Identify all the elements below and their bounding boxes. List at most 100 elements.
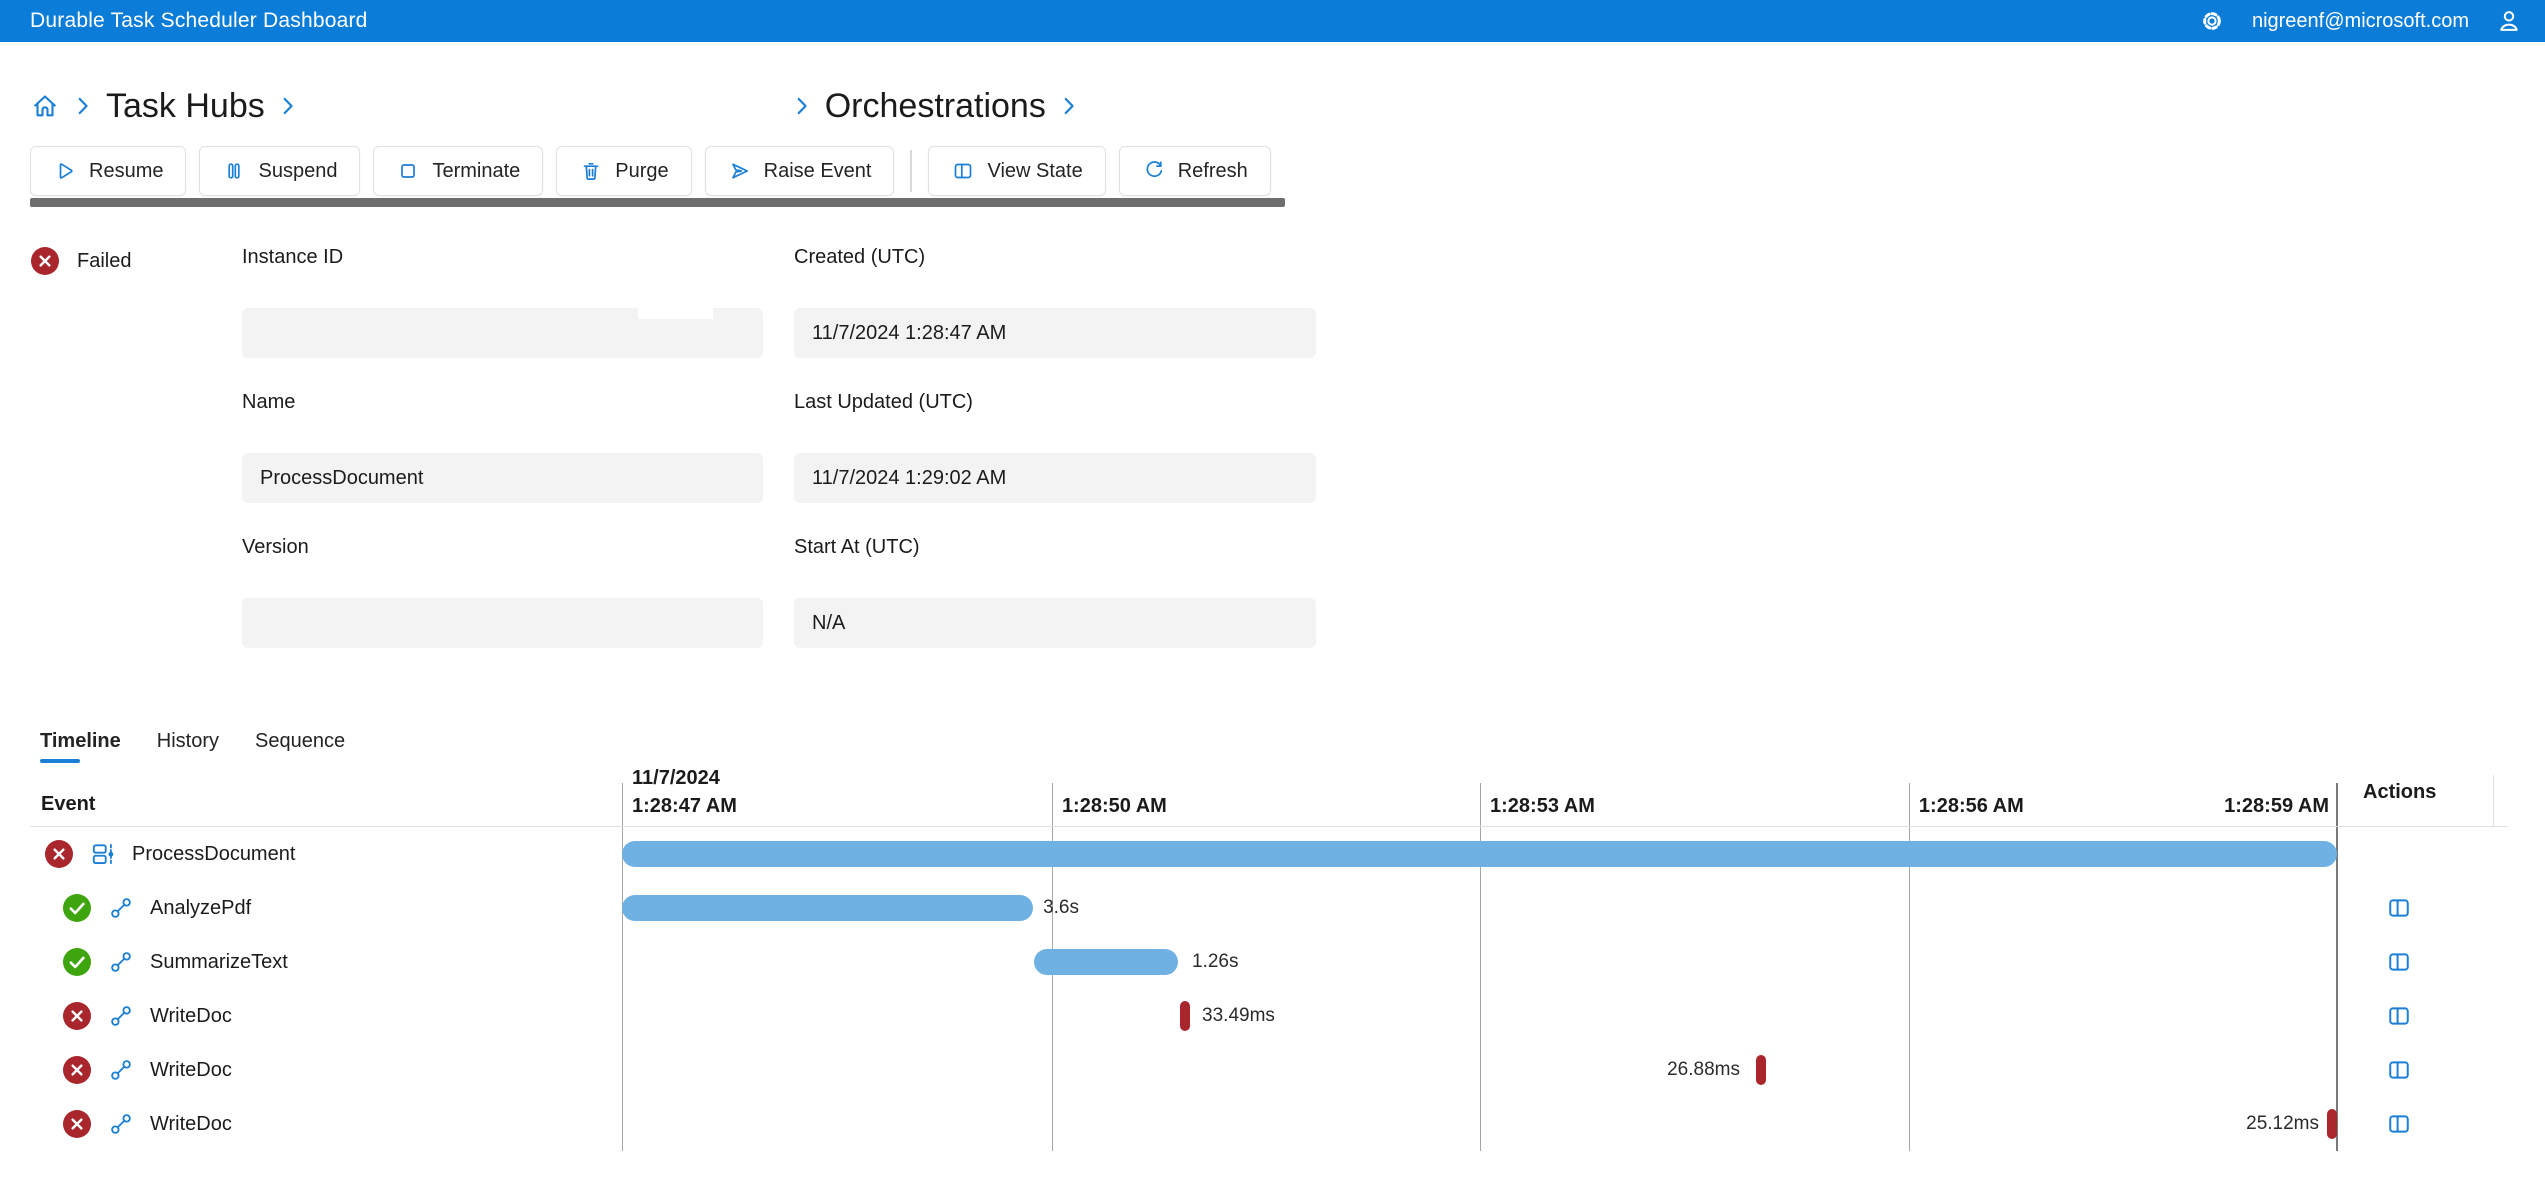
breadcrumb-task-hubs[interactable]: Task Hubs (106, 86, 265, 125)
toolbar-divider (910, 150, 913, 192)
failed-icon (44, 839, 74, 869)
trash-icon (579, 159, 603, 183)
tab-sequence[interactable]: Sequence (255, 730, 345, 763)
event-name: WriteDoc (150, 1112, 232, 1135)
chevron-right-icon (275, 93, 301, 119)
refresh-icon (1142, 159, 1166, 183)
duration-label: 33.49ms (1202, 1005, 1275, 1026)
timeline-bar (622, 895, 1034, 921)
timeline-bar (1180, 1001, 1191, 1031)
timeline-table: Event 11/7/2024 1:28:47 AM 1:28:50 AM 1:… (30, 767, 2508, 1151)
play-icon (53, 159, 77, 183)
send-icon (728, 159, 752, 183)
orchestration-icon (90, 841, 116, 867)
detail-tabs: Timeline History Sequence (40, 730, 2545, 763)
activity-icon (108, 949, 134, 975)
field-instance-id: Instance ID (242, 246, 763, 358)
duration-label: 1.26s (1192, 951, 1239, 972)
version-value[interactable] (242, 598, 763, 648)
status-badge: Failed (30, 246, 211, 391)
app-title: Durable Task Scheduler Dashboard (30, 9, 368, 32)
version-label: Version (242, 536, 309, 558)
person-icon[interactable] (2495, 7, 2523, 35)
view-state-action-icon[interactable] (2385, 894, 2413, 922)
event-name: SummarizeText (150, 950, 288, 973)
view-state-action-icon[interactable] (2385, 1056, 2413, 1084)
tab-history[interactable]: History (157, 730, 219, 763)
axis-tick: 11/7/2024 1:28:47 AM (632, 767, 737, 818)
created-label: Created (UTC) (794, 246, 926, 268)
field-start-at: Start At (UTC) N/A (794, 536, 1316, 648)
table-row-processdocument: ProcessDocument (30, 827, 2508, 881)
active-tab-indicator (40, 759, 80, 763)
timeline-header: Event 11/7/2024 1:28:47 AM 1:28:50 AM 1:… (30, 767, 2508, 826)
view-state-action-icon[interactable] (2385, 948, 2413, 976)
chevron-right-icon (70, 93, 96, 119)
last-updated-value[interactable]: 11/7/2024 1:29:02 AM (794, 453, 1316, 503)
duration-label: 25.12ms (2246, 1113, 2319, 1134)
duration-label: 3.6s (1043, 897, 1079, 918)
terminate-button[interactable]: Terminate (373, 146, 544, 196)
field-version: Version (242, 536, 763, 648)
gear-icon[interactable] (2198, 7, 2226, 35)
table-row-writedoc-2: WriteDoc 26.88ms (30, 1043, 2508, 1097)
chevron-right-icon (789, 93, 815, 119)
axis-tick: 1:28:50 AM (1061, 795, 1167, 817)
spacer (30, 391, 211, 536)
orchestration-details: Failed Instance ID Created (UTC) 11/7/20… (30, 246, 2545, 681)
header-bottom-border (30, 826, 2508, 827)
spacer (30, 536, 211, 681)
activity-icon (108, 1003, 134, 1029)
duration-label: 26.88ms (1667, 1059, 1740, 1080)
suspend-button[interactable]: Suspend (199, 146, 361, 196)
axis-tick: 1:28:53 AM (1490, 795, 1595, 817)
tab-sequence-label: Sequence (255, 730, 346, 752)
success-icon (62, 893, 92, 923)
failed-icon (62, 1055, 92, 1085)
resume-button[interactable]: Resume (30, 146, 187, 196)
home-icon[interactable] (30, 91, 60, 121)
raise-event-button[interactable]: Raise Event (704, 146, 895, 196)
split-view-icon (951, 159, 975, 183)
instance-id-value[interactable] (242, 308, 763, 358)
redaction-patch (638, 308, 713, 319)
view-state-button[interactable]: View State (928, 146, 1106, 196)
start-at-value[interactable]: N/A (794, 598, 1316, 648)
field-created: Created (UTC) 11/7/2024 1:28:47 AM (794, 246, 1316, 358)
event-name: WriteDoc (150, 1058, 232, 1081)
axis-tick-time: 1:28:47 AM (632, 795, 737, 817)
name-label: Name (242, 391, 296, 413)
timeline-bar (1033, 949, 1178, 975)
purge-button-label: Purge (615, 159, 669, 182)
table-row-writedoc-3: WriteDoc 25.12ms (30, 1097, 2508, 1151)
event-name: ProcessDocument (132, 842, 296, 865)
timeline-bar (2327, 1109, 2337, 1139)
activity-icon (108, 1111, 134, 1137)
view-state-action-icon[interactable] (2385, 1002, 2413, 1030)
tab-timeline[interactable]: Timeline (40, 730, 121, 763)
created-value[interactable]: 11/7/2024 1:28:47 AM (794, 308, 1316, 358)
name-value[interactable]: ProcessDocument (242, 453, 763, 503)
success-icon (62, 947, 92, 977)
stop-icon (396, 159, 420, 183)
timeline-bar (1755, 1055, 1766, 1085)
axis-tick: 1:28:59 AM (2224, 795, 2329, 817)
axis-tick: 1:28:56 AM (1918, 795, 2024, 817)
user-email[interactable]: nigreenf@microsoft.com (2251, 9, 2469, 32)
event-column-header: Event (41, 793, 96, 815)
table-row-writedoc-1: WriteDoc 33.49ms (30, 989, 2508, 1043)
breadcrumb-orchestrations[interactable]: Orchestrations (824, 86, 1046, 125)
field-name: Name ProcessDocument (242, 391, 763, 503)
status-label: Failed (77, 250, 132, 272)
section-divider-bar (30, 198, 1285, 207)
last-updated-label: Last Updated (UTC) (794, 391, 973, 413)
timeline-bar (622, 841, 2337, 867)
event-name: AnalyzePdf (150, 896, 252, 919)
terminate-button-label: Terminate (432, 159, 521, 182)
failed-status-icon (30, 246, 60, 276)
refresh-button[interactable]: Refresh (1118, 146, 1271, 196)
field-last-updated: Last Updated (UTC) 11/7/2024 1:29:02 AM (794, 391, 1316, 503)
timeline-rows: ProcessDocument AnalyzePdf 3.6s (30, 827, 2508, 1151)
purge-button[interactable]: Purge (556, 146, 692, 196)
view-state-action-icon[interactable] (2385, 1110, 2413, 1138)
